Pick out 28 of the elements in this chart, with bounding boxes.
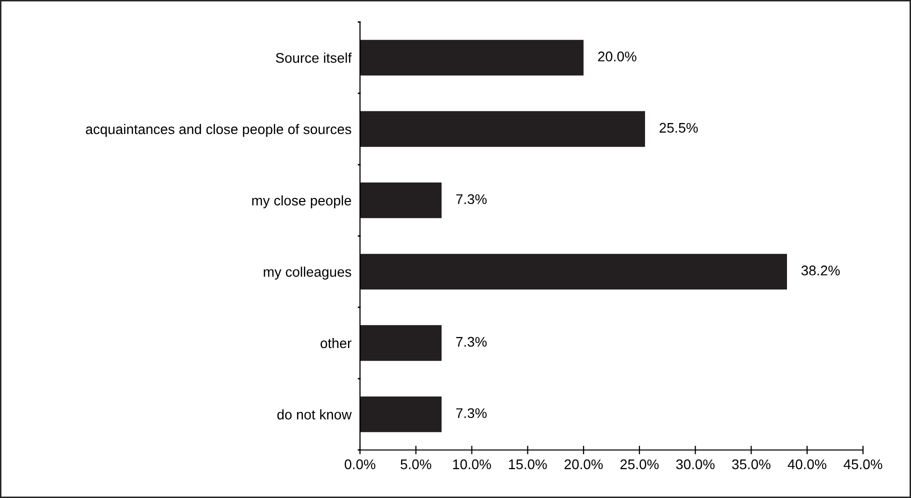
y-tick-label: my close people xyxy=(252,195,352,208)
data-label: 25.5% xyxy=(660,122,698,133)
x-tick-label: 35.0% xyxy=(732,459,770,470)
data-label: 7.3% xyxy=(456,408,487,418)
data-label: 20.0% xyxy=(598,52,636,62)
bar xyxy=(360,111,646,147)
y-tick-label: Source itself xyxy=(276,52,352,63)
x-tick-label: 5.0% xyxy=(400,459,432,470)
bar xyxy=(360,325,442,361)
x-tick-label: 0.0% xyxy=(344,459,376,470)
bar xyxy=(360,40,584,76)
bar xyxy=(360,182,442,218)
x-tick-label: 25.0% xyxy=(620,459,659,470)
x-tick-label: 10.0% xyxy=(453,459,491,470)
x-tick-label: 40.0% xyxy=(788,459,826,470)
x-tick-label: 30.0% xyxy=(676,459,715,470)
x-tick-label: 45.0% xyxy=(844,459,882,470)
y-tick-label: do not know xyxy=(277,409,352,420)
x-tick-label: 15.0% xyxy=(509,459,547,470)
bar xyxy=(360,396,442,432)
y-tick-label: acquaintances and close people of sources xyxy=(86,124,352,137)
x-tick-label: 20.0% xyxy=(564,459,603,470)
y-tick-label: other xyxy=(320,338,352,348)
data-label: 7.3% xyxy=(456,336,487,347)
data-label: 38.2% xyxy=(801,266,840,276)
bar xyxy=(360,254,787,290)
y-tick-label: my colleagues xyxy=(264,266,352,280)
data-label: 7.3% xyxy=(456,194,487,204)
